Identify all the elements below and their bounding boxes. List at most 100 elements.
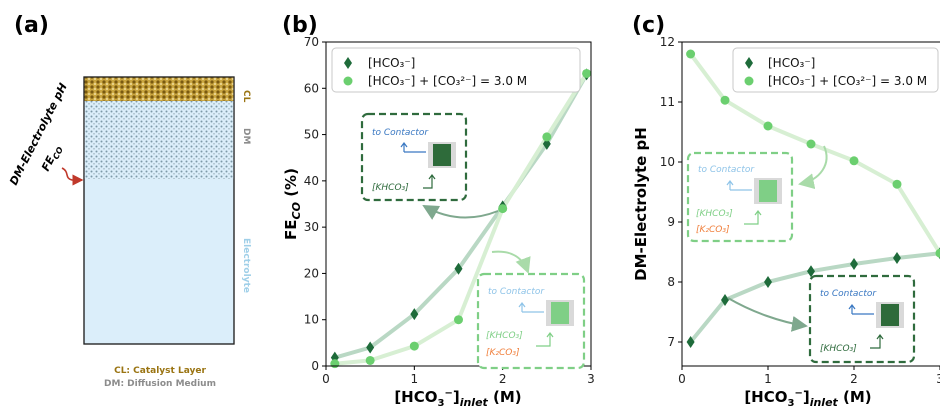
y-tick-label-b: 0 [311, 359, 319, 373]
data-point-diamond-b [366, 341, 375, 354]
inset-feed-arrow-light-c [744, 210, 762, 225]
inset-k2co3-c: [K₂CO₃] [696, 225, 730, 235]
data-point-diamond-c [721, 294, 729, 306]
data-point-circle-c [763, 121, 773, 131]
diffusion-medium-layer [84, 101, 234, 179]
inset-membrane-light-c [759, 180, 777, 202]
data-point-circle-b [498, 204, 508, 214]
inset-khco3-b: [KHCO₃] [372, 183, 409, 193]
panel-label-b: (b) [282, 13, 318, 38]
inset-frame-dark-c [808, 274, 916, 364]
inset-pointer-light-b [491, 250, 531, 274]
x-tick-label-b: 3 [587, 372, 595, 386]
inset-frame-dark-b [360, 112, 468, 202]
inset-pointer-dark-b [422, 205, 499, 220]
inset-bicarbonate-b: to Contactor [KHCO₃] [360, 112, 468, 202]
data-point-circle-c [686, 49, 696, 59]
inset-to-contactor-light-b: to Contactor [488, 287, 545, 297]
data-point-circle-c [892, 179, 902, 189]
panel-label-a: (a) [14, 13, 49, 38]
legend-series1-c: [HCO₃⁻] [768, 56, 815, 70]
inset-khco3-light-c: [KHCO₃] [696, 209, 733, 219]
legend-b: [HCO₃⁻] [HCO₃⁻] + [CO₃²⁻] = 3.0 M [331, 47, 581, 93]
inset-up-arrow-light-c [726, 180, 734, 190]
x-tick-label-b: 1 [411, 372, 419, 386]
data-point-diamond-c [807, 265, 815, 278]
schematic-frame [83, 76, 235, 345]
inset-k2co3-b: [K₂CO₃] [486, 348, 520, 358]
legend-marker-diamond-b [344, 57, 352, 69]
inset-bicarbonate-c: to Contactor [KHCO₃] [808, 274, 916, 364]
legend-series1-b: [HCO₃⁻] [368, 56, 415, 70]
probe-sublabel-sub: CO [51, 145, 65, 161]
inset-up-arrow-light-b [518, 302, 526, 312]
x-tick-label-c: 3 [936, 372, 940, 386]
data-point-circle-b [330, 359, 340, 369]
y-tick-label-b: 50 [304, 128, 319, 142]
y-tick-label-c: 7 [667, 335, 675, 349]
inset-frame-light-b [476, 272, 586, 370]
plot-frame-b [325, 41, 592, 367]
legend-series2-b: [HCO₃⁻] + [CO₃²⁻] = 3.0 M [368, 74, 527, 88]
inset-carbonate-b: to Contactor [KHCO₃] [K₂CO₃] [476, 272, 586, 370]
chart-ph: 0123789101112 [660, 35, 940, 386]
x-tick-label-b: 2 [499, 372, 507, 386]
y-tick-label-b: 40 [304, 174, 319, 188]
data-point-diamond-c [686, 336, 695, 348]
caption-dm: DM: Diffusion Medium [104, 379, 216, 389]
inset-membrane-c [881, 304, 899, 326]
inset-membrane-light-b [551, 302, 569, 324]
inset-frame-light-c [686, 151, 794, 243]
x-axis-label-b: [HCO3−]inlet (M) [394, 388, 521, 409]
y-tick-label-c: 11 [660, 95, 675, 109]
inset-feed-arrow-light-b [536, 332, 554, 347]
panel-c: (c) 0123789101112 DM-Electrolyte pH [HCO… [632, 13, 940, 409]
probe-sublabel-group: FECO [39, 145, 65, 174]
y-axis-label-c: DM-Electrolyte pH [632, 127, 650, 281]
y-tick-label-c: 8 [667, 275, 675, 289]
panel-a: (a) CL DM Electrolyte DM-Electrolyte pH … [7, 13, 251, 389]
inset-feed-arrow-b [423, 174, 436, 189]
cl-side-label: CL [241, 90, 251, 103]
y-tick-label-c: 12 [660, 35, 675, 49]
inset-pointer-light-c [798, 145, 828, 190]
inset-pointer-dark-c [727, 297, 808, 332]
inset-membrane-b [433, 144, 451, 166]
y-tick-label-b: 60 [304, 81, 319, 95]
data-point-diamond-c [893, 252, 901, 264]
legend-marker-circle-c [744, 76, 754, 86]
data-point-circle-c [849, 156, 859, 166]
electrolyte-side-label: Electrolyte [241, 238, 251, 293]
caption-cl: CL: Catalyst Layer [114, 366, 206, 376]
y-tick-label-b: 10 [304, 313, 319, 327]
probe-arrow [61, 167, 84, 186]
x-tick-label-c: 0 [678, 372, 686, 386]
data-point-circle-b [365, 355, 375, 365]
inset-up-arrow-c [848, 304, 856, 314]
data-point-diamond-c [850, 258, 858, 270]
y-tick-label-c: 9 [667, 215, 675, 229]
probe-label-group: DM-Electrolyte pH [7, 81, 70, 187]
inset-to-contactor-b: to Contactor [372, 128, 429, 138]
x-tick-label-b: 0 [322, 372, 330, 386]
legend-series2-c: [HCO₃⁻] + [CO₃²⁻] = 3.0 M [768, 74, 927, 88]
inset-up-arrow-b [400, 142, 408, 152]
inset-khco3-c: [KHCO₃] [820, 344, 857, 354]
x-tick-label-c: 1 [764, 372, 772, 386]
y-tick-label-c: 10 [660, 155, 675, 169]
data-point-diamond-c [764, 276, 772, 288]
y-tick-label-b: 20 [304, 266, 319, 280]
x-axis-label-c: [HCO3−]inlet (M) [744, 388, 871, 409]
probe-sublabel: FE [39, 154, 58, 174]
data-point-diamond-b [454, 262, 463, 275]
legend-box-c [732, 47, 939, 93]
dm-side-label: DM [241, 128, 251, 144]
y-tick-label-b: 70 [304, 35, 319, 49]
y-axis-label-b: FECO (%) [282, 168, 303, 240]
legend-marker-diamond-c [745, 57, 753, 69]
data-point-circle-c [935, 248, 940, 258]
legend-box-b [331, 47, 581, 93]
